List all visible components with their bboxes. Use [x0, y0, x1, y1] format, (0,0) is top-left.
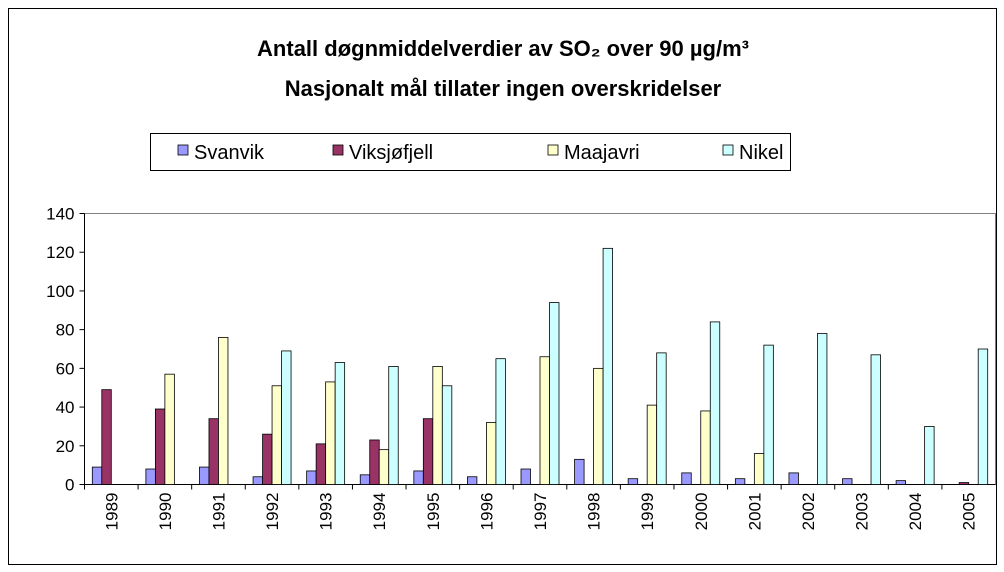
bar: [709, 321, 721, 485]
x-tick-label: 1993: [317, 493, 336, 531]
x-tick-label: 1994: [370, 493, 389, 531]
bar: [602, 247, 613, 485]
bar: [334, 362, 346, 485]
legend-label: Nikel: [739, 142, 783, 164]
bar: [315, 443, 327, 485]
bar: [924, 426, 935, 485]
y-tick-label: 80: [56, 321, 75, 340]
x-tick-label: 1998: [585, 493, 604, 531]
bar: [101, 389, 112, 485]
bar: [388, 366, 399, 485]
bar: [218, 336, 229, 485]
bar: [91, 466, 103, 485]
y-tick-label: 120: [46, 243, 74, 262]
bar: [681, 472, 692, 485]
y-tick-label: 100: [46, 282, 74, 301]
x-tick-label: 2001: [745, 493, 764, 531]
y-tick-label: 40: [56, 398, 75, 417]
bar: [145, 468, 156, 485]
legend-box: [150, 133, 791, 171]
y-tick-label: 20: [56, 437, 75, 456]
x-tick-label: 1995: [424, 493, 443, 531]
bar: [977, 348, 989, 485]
bar: [271, 385, 282, 485]
x-tick-label: 2002: [799, 493, 818, 531]
bar: [208, 418, 219, 485]
bar: [700, 410, 711, 485]
x-tick-label: 2004: [906, 493, 925, 531]
chart-title: Antall døgnmiddelverdier av SO₂ over 90 …: [257, 36, 749, 61]
legend-label: Svanvik: [194, 142, 265, 164]
bar: [627, 478, 639, 485]
bar: [495, 358, 506, 485]
bar: [763, 344, 774, 485]
legend-swatch: [177, 144, 189, 156]
plot-area: [84, 213, 996, 485]
bar: [895, 480, 907, 485]
bar: [817, 333, 828, 485]
bar: [441, 385, 453, 485]
legend-label: Maajavri: [564, 142, 640, 164]
bar: [154, 408, 166, 485]
bar: [199, 466, 210, 485]
bar: [549, 302, 560, 485]
bar: [262, 433, 273, 485]
bar: [842, 478, 853, 485]
bar: [788, 472, 799, 485]
bar: [734, 478, 746, 485]
bar: [252, 476, 263, 485]
bar: [422, 418, 434, 485]
x-tick-label: 2003: [853, 493, 872, 531]
x-tick-label: 2000: [692, 493, 711, 531]
bar: [369, 439, 380, 485]
bar: [164, 373, 175, 485]
bar: [281, 350, 292, 485]
bar: [520, 468, 531, 485]
bar: [325, 381, 336, 485]
x-tick-label: 1999: [638, 493, 657, 531]
x-tick-label: 1996: [477, 493, 496, 531]
x-tick-label: 2005: [960, 493, 979, 531]
bar: [753, 453, 765, 485]
y-tick-label: 60: [56, 359, 75, 378]
bar: [870, 354, 881, 485]
bar: [656, 352, 667, 485]
bar: [574, 458, 585, 485]
bar: [467, 476, 478, 485]
legend-label: Viksjøfjell: [349, 142, 433, 164]
bar: [486, 422, 497, 485]
bar: [593, 367, 604, 485]
x-tick-label: 1997: [531, 493, 550, 531]
bar: [646, 404, 658, 485]
legend-swatch: [547, 144, 559, 156]
y-tick-label: 140: [46, 205, 74, 224]
x-tick-label: 1991: [209, 493, 228, 531]
bar: [359, 474, 371, 485]
x-tick-label: 1990: [156, 493, 175, 531]
bar: [958, 482, 970, 485]
y-tick-label: 0: [65, 476, 74, 495]
legend-swatch: [332, 144, 344, 156]
legend-swatch: [722, 144, 734, 156]
x-tick-label: 1989: [102, 493, 121, 531]
bar: [539, 356, 550, 485]
bar: [306, 470, 317, 485]
chart-subtitle: Nasjonalt mål tillater ingen overskridel…: [285, 76, 722, 101]
x-tick-label: 1992: [263, 493, 282, 531]
bar: [413, 470, 424, 485]
bar: [378, 449, 390, 485]
bar: [432, 366, 443, 485]
